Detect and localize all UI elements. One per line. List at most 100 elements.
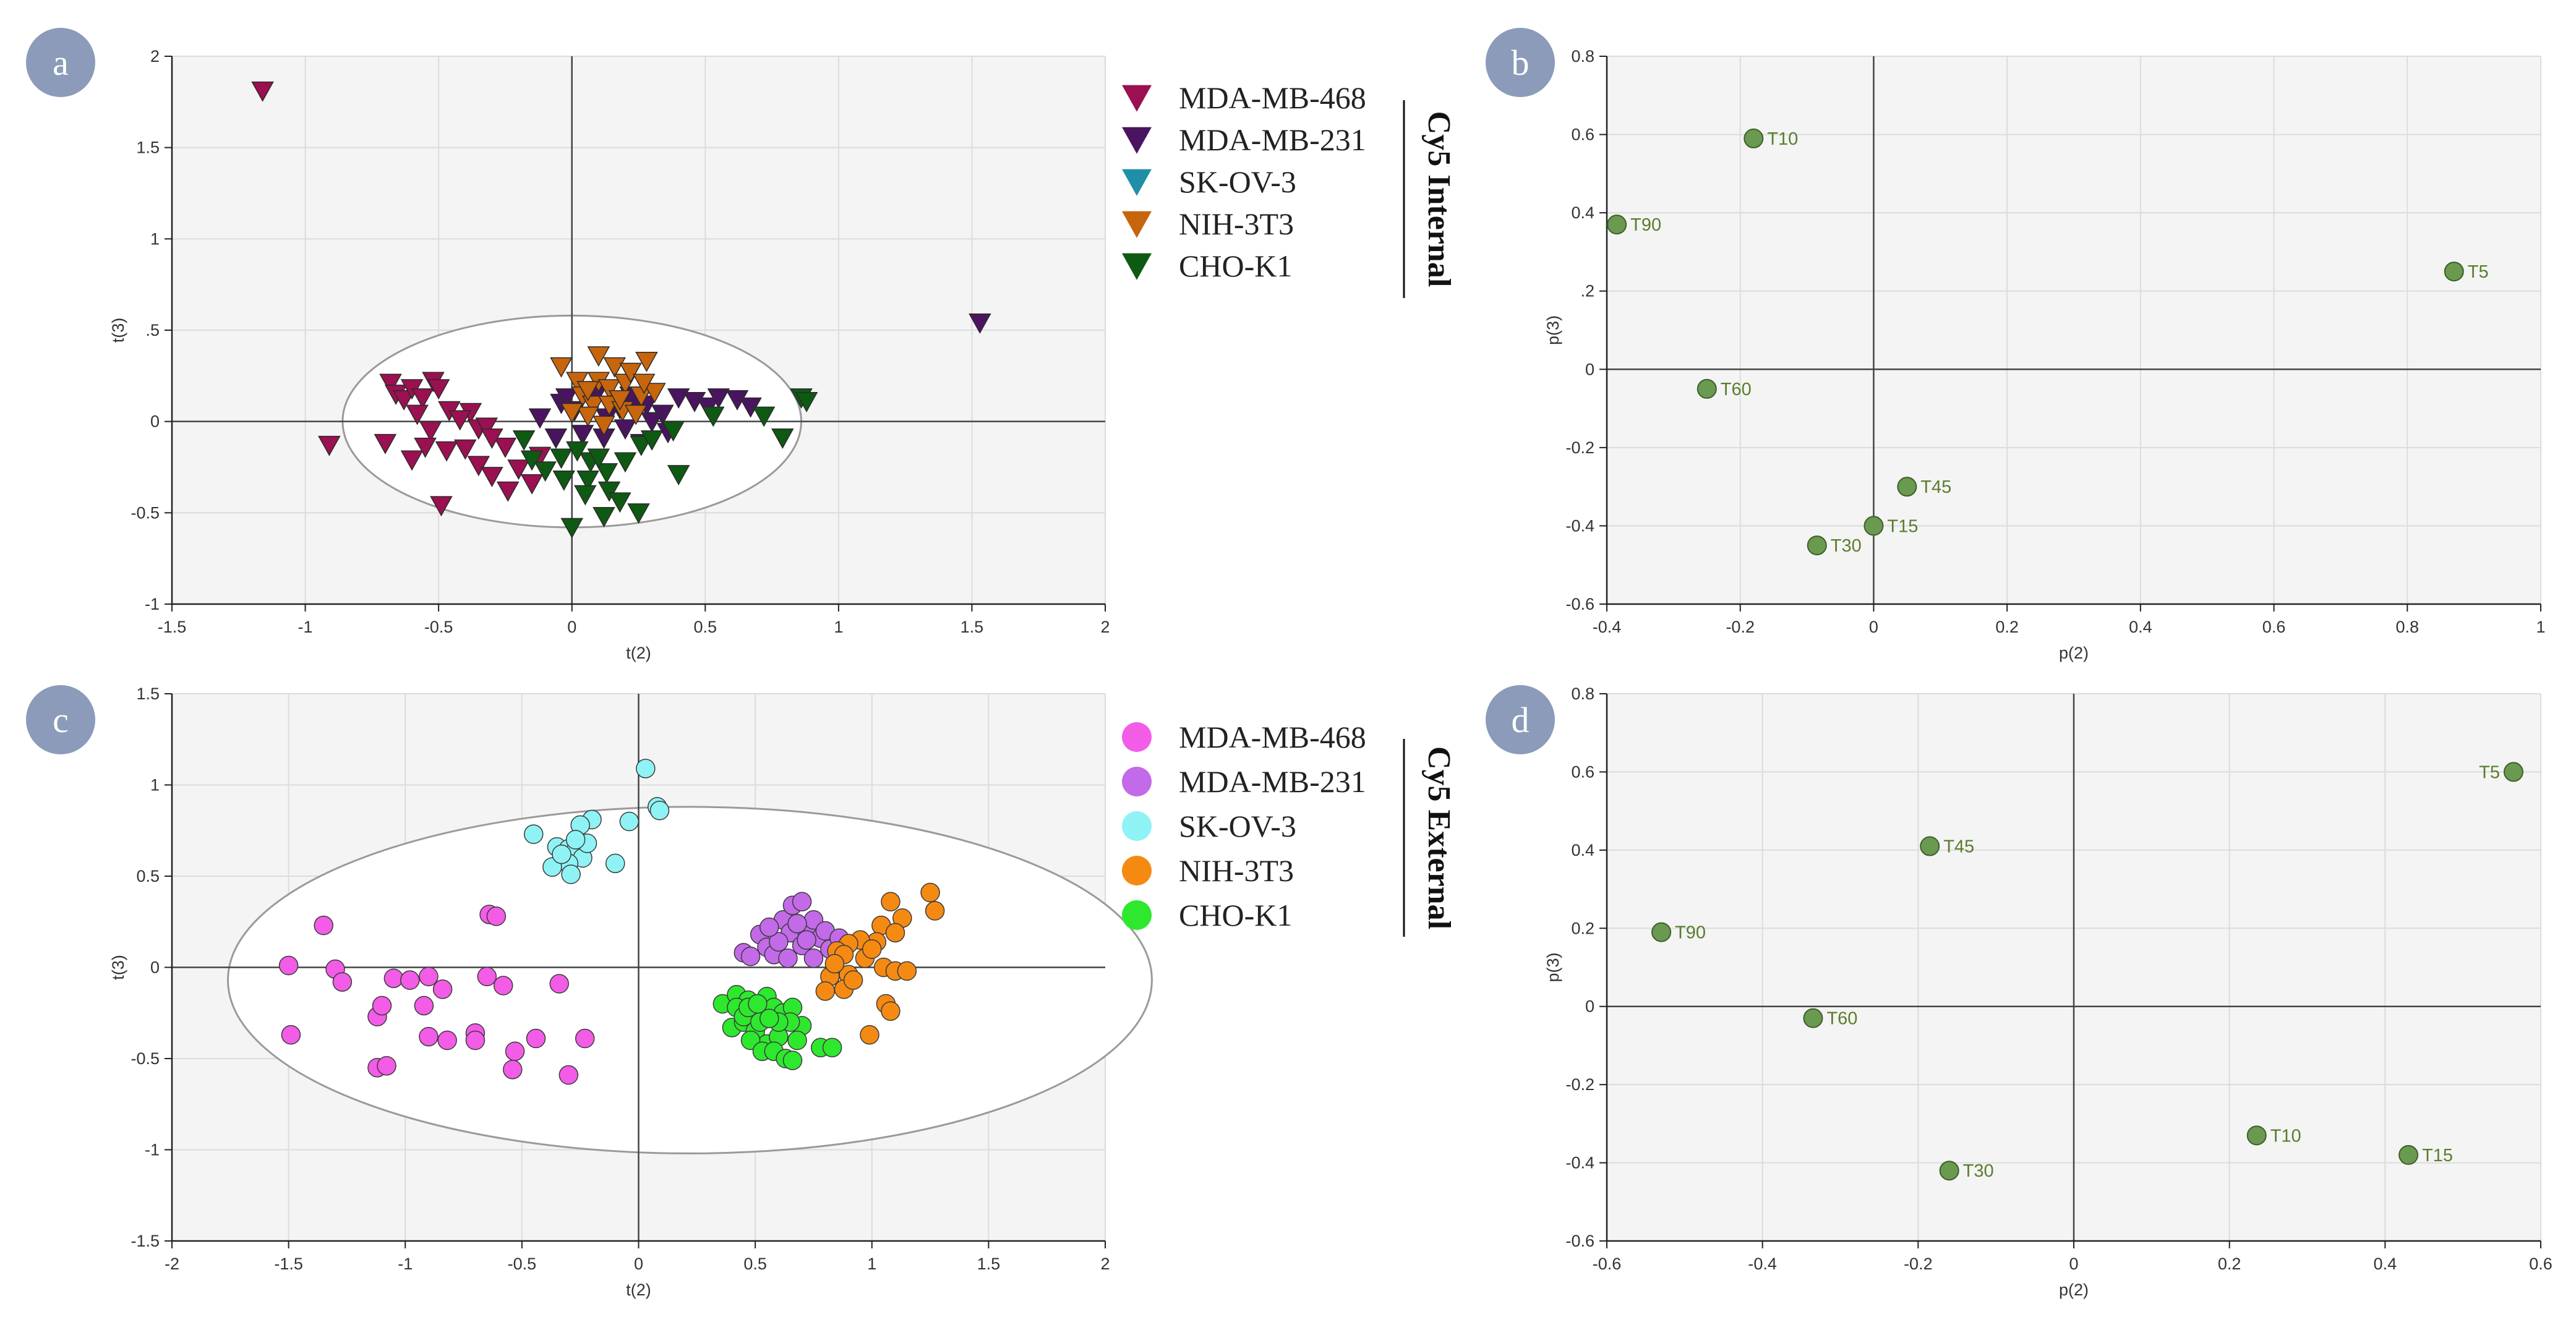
x-tick-label: -0.5	[508, 1255, 537, 1273]
panel-badge-circle	[26, 685, 95, 754]
point-mda-mb-231	[803, 948, 824, 968]
panel-badge-c: c	[26, 685, 95, 754]
panel-badge-label: b	[1512, 43, 1530, 83]
x-tick-label: 1.5	[977, 1255, 1001, 1273]
y-tick-label: -0.2	[1565, 1075, 1594, 1094]
point-mda-mb-468	[281, 1025, 301, 1045]
point-cho-k1	[550, 448, 573, 469]
x-ticks: -1.5 -1 -0.5 0 0.5 1 1.5 2	[158, 604, 1110, 636]
point-mda-mb-468	[372, 995, 392, 1016]
y-tick-label: 2	[150, 47, 160, 66]
point-mda-mb-468	[520, 474, 544, 495]
point-mda-mb-231	[544, 428, 568, 449]
loading-point-t45	[1920, 836, 1940, 856]
x-tick-label: 0.2	[1995, 618, 2019, 636]
loading-point-t15	[1864, 516, 1884, 536]
loading-point-t60	[1803, 1008, 1823, 1028]
panel-badge-d: d	[1486, 685, 1555, 754]
point-mda-mb-468	[430, 496, 453, 517]
point-cho-k1	[576, 470, 599, 491]
x-axis-label: t(2)	[626, 1281, 651, 1299]
point-nih-3t3	[885, 923, 905, 943]
panel-badge-label: c	[53, 700, 69, 740]
y-tick-label: 0.4	[1571, 203, 1594, 222]
legend-marker	[1122, 722, 1152, 752]
x-ticks: -0.4 -0.2 0 0.2 0.4 0.6 0.8 1	[1593, 604, 2546, 636]
y-tick-label: 0.4	[1571, 841, 1594, 859]
loading-point-label: T10	[1767, 129, 1798, 149]
point-mda-mb-231	[640, 412, 664, 433]
x-tick-label: 0.8	[2396, 618, 2420, 636]
y-tick-label: -1.5	[131, 1232, 160, 1250]
point-mda-mb-231	[555, 388, 578, 409]
point-mda-mb-231	[787, 913, 807, 934]
point-nih-3t3	[824, 953, 845, 974]
x-tick-label: 0	[1869, 618, 1878, 636]
y-axis-label: t(3)	[109, 318, 127, 343]
y-axis-label: t(3)	[109, 955, 127, 980]
point-sk-ov-3	[649, 801, 670, 821]
y-ticks: -1 -0.5 0 .5 1 1.5 2	[131, 47, 172, 613]
point-mda-mb-468	[406, 404, 429, 425]
point-mda-mb-231	[571, 425, 594, 446]
point-cho-k1	[560, 518, 583, 539]
point-cho-k1	[760, 1008, 779, 1028]
point-mda-mb-468	[435, 441, 458, 462]
point-nih-3t3	[609, 390, 631, 411]
legend-marker	[1122, 211, 1152, 238]
legend-marker	[1122, 767, 1152, 796]
loading-points: T5 T45 T90 T60 T10 T15 T30	[1651, 762, 2523, 1181]
point-mda-mb-468	[419, 421, 442, 442]
legend-marker	[1122, 811, 1152, 841]
point-sk-ov-3	[565, 830, 586, 850]
loading-point-label: T90	[1675, 923, 1706, 943]
point-mda-mb-231	[740, 947, 761, 966]
point-cho-k1	[566, 441, 589, 462]
x-axis-label: p(2)	[2059, 1281, 2089, 1299]
panel-badge-a: a	[26, 28, 95, 97]
point-cho-k1	[593, 507, 615, 527]
point-mda-mb-468	[505, 1041, 525, 1061]
point-mda-mb-468	[526, 1028, 546, 1049]
x-tick-label: -0.6	[1593, 1255, 1622, 1273]
panel-badge-label: a	[53, 43, 69, 83]
point-cho-k1	[552, 470, 576, 491]
loading-point-t5	[2503, 762, 2523, 782]
panel-badge-label: d	[1512, 700, 1530, 740]
point-cho-k1	[701, 406, 725, 427]
point-cho-k1	[512, 430, 536, 451]
point-cho-k1	[573, 485, 597, 506]
loading-point-t5	[2444, 262, 2464, 282]
loading-point-label: T30	[1963, 1161, 1994, 1181]
point-nih-3t3	[881, 892, 901, 912]
point-sk-ov-3	[561, 864, 581, 884]
x-tick-label: -2	[165, 1255, 179, 1273]
y-tick-label: 0	[150, 958, 160, 977]
point-mda-mb-468	[379, 373, 402, 394]
hotelling-ellipse	[227, 806, 1153, 1154]
legend-label: NIH-3T3	[1179, 853, 1294, 888]
point-mda-mb-468	[467, 456, 490, 477]
x-tick-label: 0	[567, 618, 576, 636]
point-mda-mb-468	[486, 906, 507, 926]
point-nih-3t3	[897, 961, 917, 981]
point-nih-3t3	[843, 970, 863, 990]
x-tick-label: 2	[1100, 1255, 1110, 1273]
point-cho-k1	[627, 503, 650, 524]
legend-marker	[1122, 253, 1152, 280]
point-cho-k1	[595, 463, 618, 484]
x-tick-label: 1.5	[961, 618, 984, 636]
legend: MDA-MB-468 MDA-MB-231 SK-OV-3 NIH-3T3 CHO-K1	[1122, 720, 1366, 932]
point-mda-mb-468	[400, 450, 424, 471]
point-nih-3t3	[920, 882, 940, 903]
point-mda-mb-468	[278, 955, 299, 976]
x-tick-label: -0.2	[1904, 1255, 1933, 1273]
x-tick-label: 0.2	[2218, 1255, 2241, 1273]
x-ticks: -0.6 -0.4 -0.2 0 0.2 0.4 0.6	[1593, 1241, 2552, 1273]
y-tick-label: -1	[145, 1141, 160, 1159]
y-tick-label: 0	[1585, 360, 1594, 378]
point-nih-3t3	[881, 1001, 901, 1021]
point-cho-k1	[662, 421, 685, 442]
x-tick-label: 1	[867, 1255, 876, 1273]
